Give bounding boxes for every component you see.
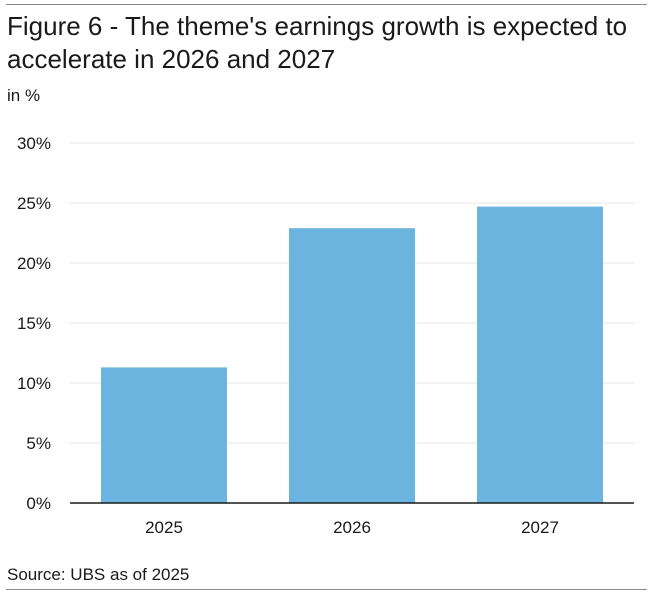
x-axis-tick-labels: 2025 2026 2027 <box>145 518 559 537</box>
chart-subtitle: in % <box>7 86 41 105</box>
y-tick-label: 0% <box>26 494 51 513</box>
bar-2026 <box>289 228 415 503</box>
x-tick-label: 2026 <box>333 518 371 537</box>
chart-title: Figure 6 - The theme's earnings growth i… <box>7 11 628 74</box>
bar-2027 <box>477 206 603 503</box>
bar-2025 <box>101 367 227 503</box>
y-tick-label: 30% <box>17 134 51 153</box>
source-note: Source: UBS as of 2025 <box>7 565 190 584</box>
top-rule <box>6 4 647 5</box>
bars <box>101 206 603 503</box>
x-tick-label: 2027 <box>521 518 559 537</box>
y-tick-label: 25% <box>17 194 51 213</box>
y-tick-label: 10% <box>17 374 51 393</box>
y-tick-label: 15% <box>17 314 51 333</box>
y-axis-tick-labels: 0% 5% 10% 15% 20% 25% 30% <box>17 134 51 513</box>
x-tick-label: 2025 <box>145 518 183 537</box>
y-tick-label: 20% <box>17 254 51 273</box>
y-tick-label: 5% <box>26 434 51 453</box>
bottom-rule <box>6 589 647 590</box>
